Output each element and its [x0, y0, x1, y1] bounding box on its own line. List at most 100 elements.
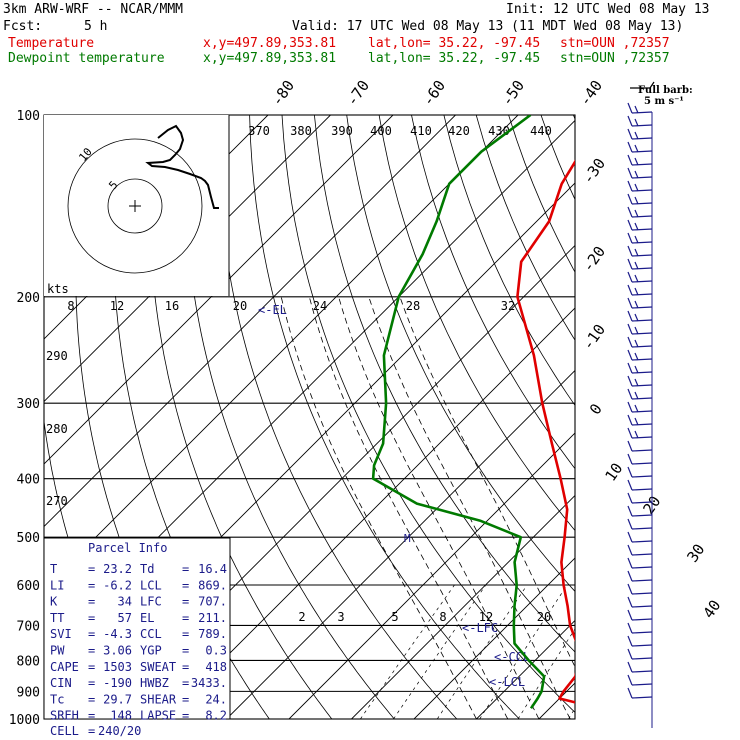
wind-barb: [627, 453, 633, 465]
wind-barb: [627, 401, 633, 413]
wind-barb: [631, 202, 653, 205]
parcel-param-value: 211.: [198, 611, 227, 625]
dry-adiabat-line: [671, 115, 740, 732]
wind-barb: [627, 323, 633, 335]
wind-barb: [631, 462, 653, 465]
moist-adiabat-line: [308, 296, 509, 719]
valid-time: Valid: 17 UTC Wed 08 May 13 (11 MDT Wed …: [292, 19, 684, 34]
wind-barb: [631, 332, 653, 335]
parcel-equals: =: [88, 644, 95, 658]
hodograph-ring-5: [107, 178, 163, 234]
isotherm-label: 0: [586, 400, 606, 418]
parcel-param-label: Tc: [50, 692, 64, 706]
isotherm-label: -60: [419, 77, 449, 110]
parcel-param-value: 57: [118, 611, 132, 625]
parcel-param-value: 1503: [103, 660, 132, 674]
wind-barb: [627, 648, 633, 660]
wind-barb: [627, 154, 633, 166]
dry-adiabat-line: [735, 115, 740, 732]
parcel-equals: =: [182, 611, 189, 625]
parcel-equals: =: [182, 692, 189, 706]
mixing-ratio-line: [517, 628, 575, 719]
wind-barb: [627, 505, 633, 517]
hodograph-trace: [145, 124, 219, 209]
isotherm-label: -50: [498, 77, 528, 110]
wind-barb: [634, 144, 639, 153]
wind-barb: [627, 570, 633, 582]
parcel-param-value: 23.2: [103, 562, 132, 576]
wind-barb: [627, 141, 633, 153]
parcel-param-value: -6.2: [103, 578, 132, 592]
moist-adiabat-line: [368, 296, 571, 719]
dry-adiabat-line: [183, 115, 395, 719]
wind-barb: [627, 466, 633, 478]
wind-barb: [634, 378, 639, 387]
moist-adiabat-line: [399, 296, 575, 668]
wind-barb: [631, 228, 653, 231]
parcel-param-value: 789.: [198, 627, 227, 641]
wind-barb: [631, 163, 653, 166]
wind-barb: [631, 683, 653, 686]
isotherm-line: [288, 432, 575, 719]
wind-barb: [631, 514, 653, 517]
wind-barb: [631, 449, 653, 452]
parcel-param-value: 3.06: [103, 644, 132, 658]
wind-barb: [634, 235, 639, 244]
wind-barb: [627, 245, 633, 257]
wind-barb: [627, 167, 633, 179]
wind-barb: [631, 397, 653, 400]
pressure-label: 100: [17, 109, 40, 124]
isotherm-label: -20: [579, 243, 609, 276]
parcel-param-value: 16.4: [198, 562, 227, 576]
parcel-param-label: TT: [50, 611, 64, 625]
level-marker-label: <-EL: [258, 303, 287, 317]
isotherm-line: [602, 115, 740, 719]
mixing-ratio-line: [568, 707, 575, 719]
wind-barb: [631, 384, 653, 387]
wind-barb: [627, 557, 633, 569]
wind-barb: [631, 267, 653, 270]
parcel-param-label: Td: [140, 562, 154, 576]
wind-barb: [627, 518, 633, 530]
isotherm-line: [351, 494, 575, 719]
wind-barb: [631, 345, 653, 348]
dry-adiabat-line: [314, 115, 575, 653]
parcel-param-value: 707.: [198, 595, 227, 609]
dry-adiabat-line: [638, 115, 740, 732]
wind-barb: [631, 215, 653, 218]
parcel-param-label: LFC: [140, 595, 162, 609]
wind-barb: [634, 209, 639, 218]
wind-barb: [627, 232, 633, 244]
speed-tick-label: 20: [233, 299, 247, 313]
wind-barb: [631, 254, 653, 257]
parcel-param-value: 0.3: [205, 644, 227, 658]
wind-barb: [627, 102, 633, 114]
dry-adiabat-line: [508, 115, 575, 273]
dry-adiabat-line: [540, 115, 575, 201]
wind-barb: [631, 631, 653, 634]
parcel-param-label: LI: [50, 578, 64, 592]
wind-barb: [631, 592, 653, 595]
theta-label: 430: [488, 124, 510, 138]
mid-level-marker: M: [404, 532, 411, 545]
dry-adiabat-line: [475, 115, 575, 341]
parcel-info-box: [43, 537, 231, 720]
forecast-label: Fcst:: [3, 19, 43, 34]
wind-barb: [627, 271, 633, 283]
wind-barb: [627, 544, 633, 556]
dry-adiabat-line: [703, 115, 740, 732]
speed-tick-label: 32: [501, 299, 515, 313]
wind-barb: [631, 137, 653, 140]
dry-adiabat-line: [573, 115, 575, 121]
parcel-equals: =: [88, 627, 95, 641]
wind-barb: [631, 605, 653, 608]
speed-tick-label: 28: [406, 299, 420, 313]
parcel-param-label: CIN: [50, 676, 72, 690]
wind-barb: [634, 261, 639, 270]
wind-barb: [627, 635, 633, 647]
wind-barb: [631, 241, 653, 244]
mixing-ratio-label: 2: [298, 610, 305, 624]
parcel-cell-value: 240/20: [98, 724, 141, 738]
pressure-label: 300: [17, 397, 40, 412]
